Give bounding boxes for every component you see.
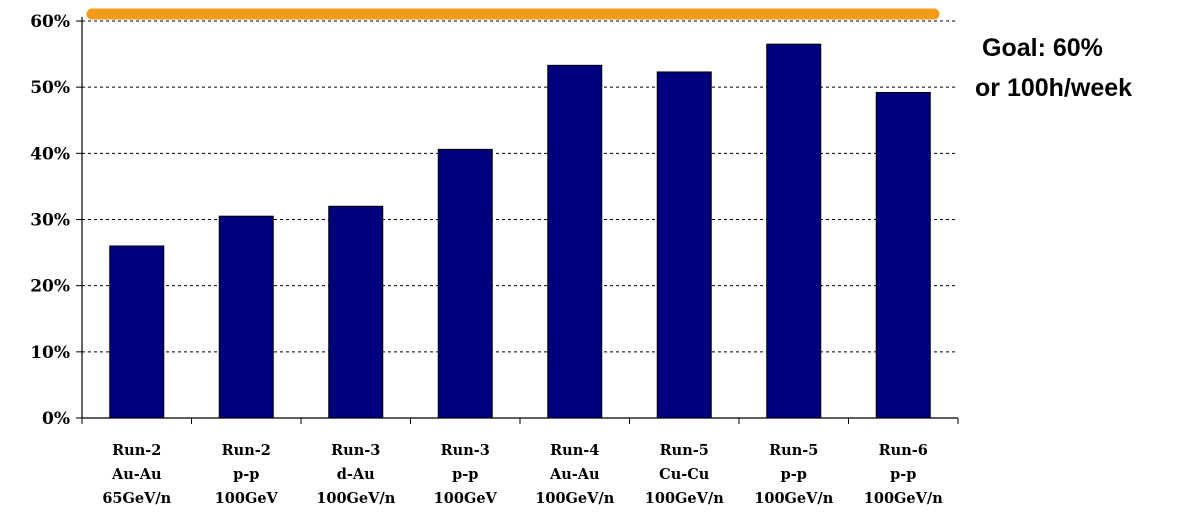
bar: [547, 64, 603, 419]
bar: [766, 43, 822, 419]
y-axis-ticks: 0% 10% 20% 30% 40% 50% 60%: [30, 12, 82, 429]
x-tick-label-line: p-p: [452, 466, 478, 483]
y-tick-label: 60%: [30, 12, 70, 32]
bar: [875, 91, 931, 419]
x-tick-label-line: Run-6: [879, 442, 928, 459]
bars: [109, 43, 931, 419]
x-tick-label-line: Run-5: [769, 442, 818, 459]
x-tick-label-line: 100GeV: [215, 490, 279, 507]
y-tick-label: 50%: [30, 78, 70, 98]
y-tick-label: 20%: [30, 277, 70, 297]
x-tick-label-line: Run-5: [660, 442, 709, 459]
y-tick-label: 30%: [30, 211, 70, 231]
x-tick-label: Run-2 Au-Au 65GeV/n: [102, 442, 171, 507]
bar: [109, 245, 165, 419]
x-tick-label-line: Run-2: [222, 442, 271, 459]
y-tick-label: 10%: [30, 343, 70, 363]
gridlines: [82, 20, 958, 353]
x-tick-label-line: Au-Au: [549, 466, 600, 483]
x-tick-label: Run-6 p-p 100GeV/n: [864, 442, 943, 507]
bar: [218, 215, 274, 419]
x-tick-label-line: 100GeV/n: [535, 490, 614, 507]
x-tick-label-line: 100GeV/n: [754, 490, 833, 507]
x-tick-label: Run-5 Cu-Cu 100GeV/n: [645, 442, 724, 507]
x-tick-label-line: 100GeV/n: [316, 490, 395, 507]
x-tick-label: Run-5 p-p 100GeV/n: [754, 442, 833, 507]
x-tick-label: Run-4 Au-Au 100GeV/n: [535, 442, 614, 507]
x-tick-label-line: 100GeV/n: [864, 490, 943, 507]
x-tick-label-line: Au-Au: [111, 466, 162, 483]
y-tick-label: 0%: [42, 409, 70, 429]
bar: [656, 71, 712, 419]
x-tick-label-line: Run-3: [441, 442, 490, 459]
x-tick-label-line: Run-3: [331, 442, 380, 459]
x-tick-label-line: 65GeV/n: [102, 490, 171, 507]
x-tick-label-line: p-p: [781, 466, 807, 483]
x-tick-label-line: Cu-Cu: [659, 466, 710, 483]
x-tick-label-line: 100GeV: [434, 490, 498, 507]
bar: [328, 205, 384, 419]
x-tick-label-line: d-Au: [337, 466, 375, 483]
goal-annotation: Goal: 60% or 100h/week: [86, 8, 1132, 102]
x-tick-label-line: 100GeV/n: [645, 490, 724, 507]
axes: [81, 17, 959, 424]
goal-label: Goal: 60% or 100h/week: [975, 34, 1132, 102]
x-tick-label-line: p-p: [233, 466, 259, 483]
x-tick-label-line: Run-4: [550, 442, 599, 459]
x-tick-label-line: Run-2: [112, 442, 161, 459]
x-tick-label: Run-3 d-Au 100GeV/n: [316, 442, 395, 507]
x-tick-label-line: p-p: [890, 466, 916, 483]
x-tick-label: Run-3 p-p 100GeV: [434, 442, 498, 507]
bar: [437, 148, 493, 419]
goal-label-line: or 100h/week: [975, 74, 1132, 102]
goal-label-line: Goal: 60%: [982, 34, 1103, 62]
y-tick-label: 40%: [30, 144, 70, 164]
x-tick-label: Run-2 p-p 100GeV: [215, 442, 279, 507]
x-axis-labels: Run-2 Au-Au 65GeV/n Run-2 p-p 100GeV Run-3 d-Au…: [102, 442, 943, 507]
